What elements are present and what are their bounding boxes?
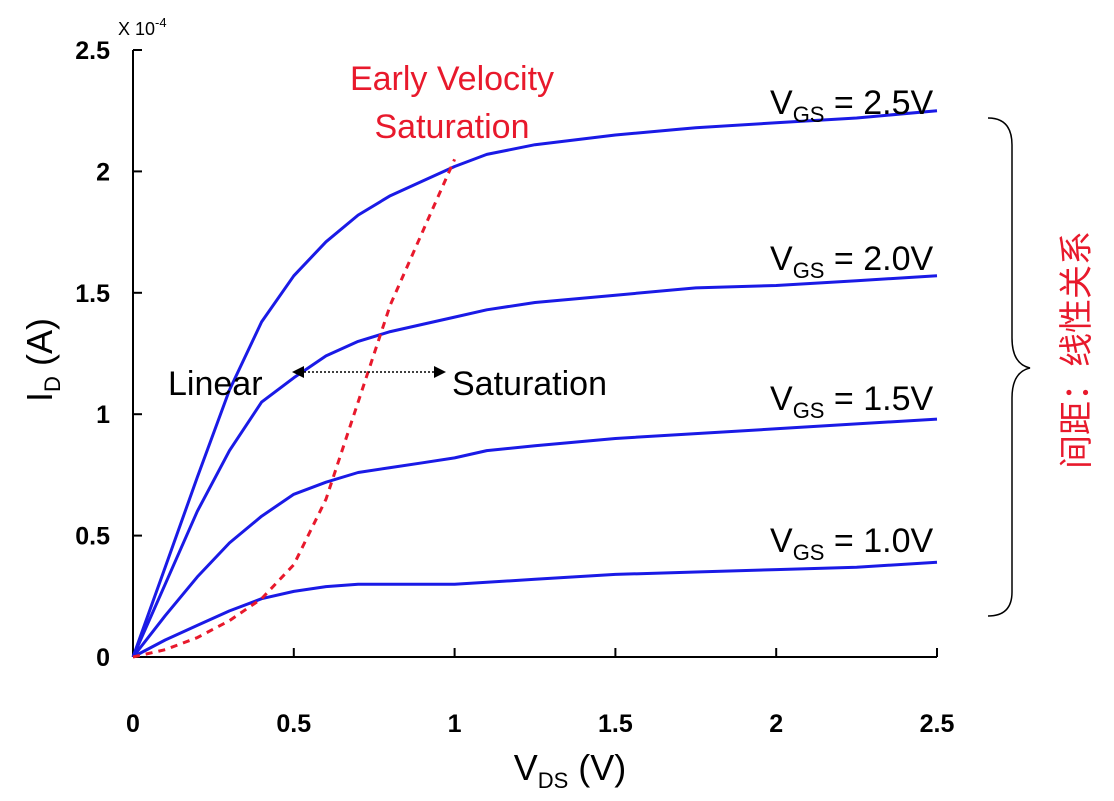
- series-label-0: VGS = 2.5V: [770, 84, 933, 127]
- boundary-label-line1: Early Velocity: [350, 60, 554, 98]
- series-line-0: [131, 109, 938, 658]
- y-tick-label: 2.5: [75, 37, 110, 65]
- y-tick-label: 1: [96, 401, 110, 429]
- x-tick-label: 2: [769, 710, 783, 738]
- axes: [132, 50, 937, 658]
- series-line-1: [131, 274, 938, 658]
- spacing-brace: [987, 117, 1031, 617]
- spacing-note: 间距：线性关系: [1057, 231, 1097, 469]
- y-exponent-label: X 10-4: [118, 15, 167, 39]
- x-axis-label: VDS (V): [514, 747, 627, 793]
- x-tick-label: 0: [126, 710, 140, 738]
- series-line-2: [131, 417, 938, 658]
- boundary-label-line2: Saturation: [375, 108, 530, 146]
- x-tick-label: 1: [448, 710, 462, 738]
- series-lines: [131, 109, 938, 659]
- tick-labels: 0 0.5 1 1.5 2 2.5 0 0.5 1 1.5 2 2.5: [75, 37, 954, 738]
- y-tick-label: 0: [96, 644, 110, 672]
- series-line-3: [132, 560, 938, 659]
- y-tick-label: 1.5: [75, 280, 110, 308]
- y-axis-label: ID (A): [19, 318, 65, 402]
- series-label-3: VGS = 1.0V: [770, 522, 933, 565]
- boundary-line: [132, 158, 456, 659]
- series-label-2: VGS = 1.5V: [770, 380, 933, 423]
- y-tick-label: 2: [96, 158, 110, 186]
- x-tick-label: 0.5: [276, 710, 311, 738]
- series-label-1: VGS = 2.0V: [770, 240, 933, 283]
- linear-region-label: Linear: [168, 365, 263, 403]
- y-tick-label: 0.5: [75, 523, 110, 551]
- x-tick-label: 1.5: [598, 710, 633, 738]
- saturation-region-label: Saturation: [452, 365, 607, 403]
- series-labels: VGS = 2.5V VGS = 2.0V VGS = 1.5V VGS = 1.0V: [770, 84, 933, 565]
- x-tick-label: 2.5: [920, 710, 955, 738]
- saturation-boundary: [132, 158, 456, 659]
- region-arrow: [292, 366, 446, 378]
